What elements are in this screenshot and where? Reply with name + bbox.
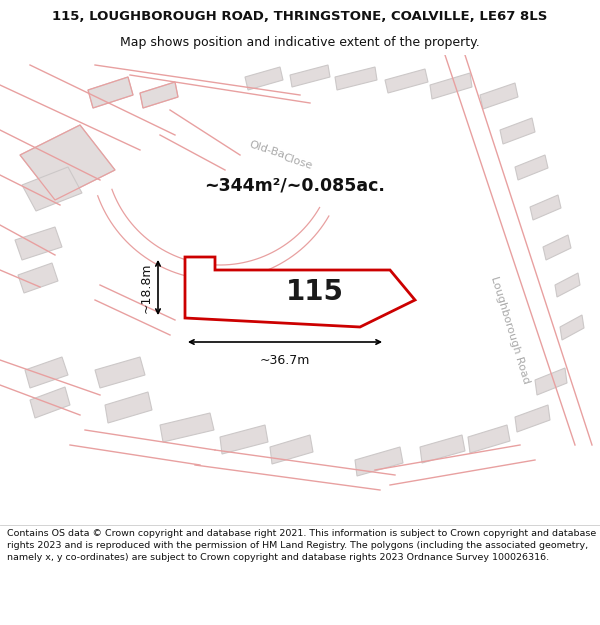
Text: ~36.7m: ~36.7m <box>260 354 310 367</box>
Polygon shape <box>543 235 571 260</box>
Polygon shape <box>355 447 403 476</box>
Polygon shape <box>140 82 178 108</box>
Polygon shape <box>468 425 510 453</box>
Polygon shape <box>515 155 548 180</box>
Polygon shape <box>290 65 330 87</box>
Text: ~18.8m: ~18.8m <box>140 262 153 312</box>
Polygon shape <box>480 83 518 109</box>
Polygon shape <box>500 118 535 144</box>
Text: Contains OS data © Crown copyright and database right 2021. This information is : Contains OS data © Crown copyright and d… <box>7 529 596 562</box>
Polygon shape <box>25 357 68 388</box>
Polygon shape <box>22 167 82 211</box>
Polygon shape <box>335 67 377 90</box>
Text: ~344m²/~0.085ac.: ~344m²/~0.085ac. <box>205 176 385 194</box>
Polygon shape <box>15 227 62 260</box>
Polygon shape <box>430 73 472 99</box>
Polygon shape <box>95 357 145 388</box>
Polygon shape <box>105 392 152 423</box>
Polygon shape <box>515 405 550 432</box>
Polygon shape <box>555 273 580 297</box>
Polygon shape <box>160 413 214 442</box>
Text: Loughborough Road: Loughborough Road <box>489 275 531 385</box>
Text: Old-Ba: Old-Ba <box>248 139 286 161</box>
Polygon shape <box>270 435 313 464</box>
Polygon shape <box>30 387 70 418</box>
Polygon shape <box>530 195 561 220</box>
Text: 115, LOUGHBOROUGH ROAD, THRINGSTONE, COALVILLE, LE67 8LS: 115, LOUGHBOROUGH ROAD, THRINGSTONE, COA… <box>52 10 548 23</box>
Text: Map shows position and indicative extent of the property.: Map shows position and indicative extent… <box>120 36 480 49</box>
Polygon shape <box>220 425 268 454</box>
Polygon shape <box>385 69 428 93</box>
Polygon shape <box>88 77 133 108</box>
Text: Close: Close <box>282 152 314 171</box>
Polygon shape <box>20 125 115 200</box>
Polygon shape <box>560 315 584 340</box>
Text: 115: 115 <box>286 278 344 306</box>
Polygon shape <box>18 263 58 293</box>
Polygon shape <box>535 368 567 395</box>
Polygon shape <box>420 435 465 463</box>
Polygon shape <box>185 257 415 327</box>
Polygon shape <box>245 67 283 90</box>
